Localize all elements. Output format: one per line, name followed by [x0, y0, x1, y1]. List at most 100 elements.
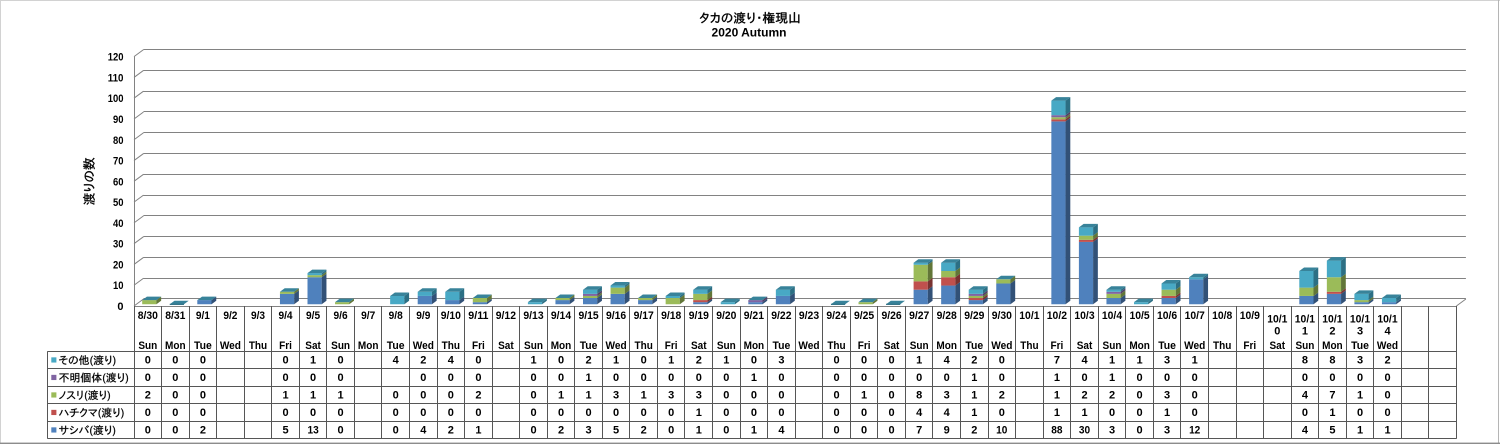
svg-text:4: 4 [1384, 325, 1391, 337]
svg-text:0: 0 [861, 425, 867, 437]
svg-text:10: 10 [996, 425, 1007, 437]
svg-text:Thu: Thu [827, 340, 845, 352]
svg-text:0: 0 [1384, 407, 1390, 419]
svg-text:10/1: 10/1 [1267, 313, 1287, 325]
svg-text:0: 0 [172, 355, 178, 367]
svg-text:0: 0 [723, 425, 729, 437]
svg-text:0: 0 [641, 355, 647, 367]
svg-text:Tue: Tue [1351, 340, 1369, 352]
svg-text:2: 2 [420, 355, 426, 367]
svg-text:Wed: Wed [606, 340, 627, 352]
svg-text:1: 1 [1302, 325, 1308, 337]
svg-text:0: 0 [889, 355, 895, 367]
svg-text:Thu: Thu [442, 340, 460, 352]
svg-text:3: 3 [778, 355, 784, 367]
svg-text:2: 2 [1081, 390, 1087, 402]
svg-text:9/10: 9/10 [441, 310, 461, 322]
svg-text:1: 1 [971, 390, 977, 402]
svg-text:4: 4 [778, 425, 785, 437]
svg-text:0: 0 [833, 372, 839, 384]
svg-text:1: 1 [668, 355, 674, 367]
svg-text:9/1: 9/1 [196, 310, 210, 322]
svg-text:1: 1 [696, 425, 702, 437]
svg-text:100: 100 [108, 93, 124, 105]
svg-text:7: 7 [1054, 355, 1060, 367]
svg-text:1: 1 [971, 407, 977, 419]
svg-text:Fri: Fri [1051, 340, 1064, 352]
svg-text:8/31: 8/31 [165, 310, 185, 322]
svg-text:0: 0 [944, 372, 950, 384]
svg-text:Wed: Wed [1377, 340, 1398, 352]
svg-text:1: 1 [613, 355, 619, 367]
svg-text:0: 0 [200, 390, 206, 402]
svg-text:9/9: 9/9 [416, 310, 430, 322]
svg-text:2: 2 [200, 425, 206, 437]
svg-text:10/7: 10/7 [1185, 310, 1205, 322]
svg-text:0: 0 [310, 372, 316, 384]
svg-text:Wed: Wed [220, 340, 241, 352]
svg-text:3: 3 [944, 390, 950, 402]
svg-text:0: 0 [475, 355, 481, 367]
svg-text:Tue: Tue [1158, 340, 1176, 352]
svg-text:Sat: Sat [884, 340, 900, 352]
svg-text:1: 1 [723, 355, 729, 367]
svg-text:0: 0 [420, 407, 426, 419]
svg-text:10/1: 10/1 [1322, 313, 1342, 325]
svg-text:0: 0 [1357, 372, 1363, 384]
svg-text:4: 4 [1081, 355, 1088, 367]
svg-text:0: 0 [1384, 372, 1390, 384]
svg-text:0: 0 [778, 390, 784, 402]
svg-text:Fri: Fri [279, 340, 292, 352]
svg-text:2: 2 [971, 425, 977, 437]
svg-text:0: 0 [310, 407, 316, 419]
svg-text:1: 1 [1137, 355, 1143, 367]
svg-text:9: 9 [944, 425, 950, 437]
svg-text:Sat: Sat [498, 340, 514, 352]
svg-text:12: 12 [1189, 425, 1200, 437]
svg-text:0: 0 [200, 355, 206, 367]
svg-text:0: 0 [420, 372, 426, 384]
svg-text:0: 0 [558, 407, 564, 419]
svg-text:Sat: Sat [1077, 340, 1093, 352]
svg-text:Mon: Mon [744, 340, 765, 352]
svg-text:0: 0 [530, 390, 536, 402]
svg-text:Wed: Wed [991, 340, 1012, 352]
svg-text:0: 0 [282, 355, 288, 367]
svg-text:5: 5 [613, 425, 619, 437]
svg-text:9/22: 9/22 [771, 310, 791, 322]
svg-text:1: 1 [1054, 372, 1060, 384]
svg-text:9/12: 9/12 [496, 310, 516, 322]
svg-text:1: 1 [1357, 390, 1363, 402]
svg-text:0: 0 [1384, 390, 1390, 402]
svg-text:2: 2 [1384, 355, 1390, 367]
svg-text:0: 0 [889, 390, 895, 402]
svg-text:0: 0 [558, 372, 564, 384]
svg-text:9/13: 9/13 [523, 310, 543, 322]
svg-text:2: 2 [1329, 325, 1335, 337]
svg-text:1: 1 [1329, 407, 1335, 419]
svg-text:0: 0 [889, 407, 895, 419]
svg-text:0: 0 [1192, 390, 1198, 402]
svg-text:0: 0 [448, 390, 454, 402]
svg-text:1: 1 [1109, 355, 1115, 367]
svg-text:0: 0 [723, 407, 729, 419]
svg-text:1: 1 [310, 390, 316, 402]
svg-text:0: 0 [586, 407, 592, 419]
svg-text:0: 0 [723, 390, 729, 402]
svg-text:9/6: 9/6 [334, 310, 348, 322]
svg-text:0: 0 [861, 372, 867, 384]
svg-text:10/2: 10/2 [1047, 310, 1067, 322]
svg-text:3: 3 [1164, 390, 1170, 402]
svg-text:4: 4 [393, 355, 400, 367]
svg-text:9/21: 9/21 [744, 310, 764, 322]
svg-text:9/26: 9/26 [881, 310, 901, 322]
svg-text:1: 1 [916, 355, 922, 367]
svg-text:0: 0 [172, 372, 178, 384]
svg-text:3: 3 [1164, 425, 1170, 437]
svg-text:10/1: 10/1 [1377, 313, 1397, 325]
svg-text:8: 8 [1329, 355, 1335, 367]
svg-text:0: 0 [1137, 425, 1143, 437]
svg-text:1: 1 [696, 407, 702, 419]
svg-text:8/30: 8/30 [138, 310, 158, 322]
svg-text:1: 1 [558, 390, 564, 402]
